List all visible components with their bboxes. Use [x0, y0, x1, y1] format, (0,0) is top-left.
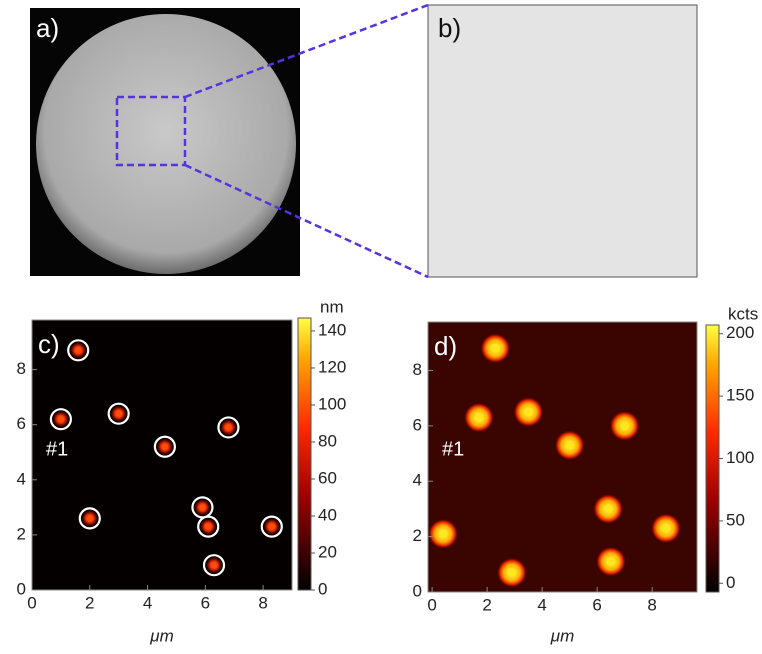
- x-tick-label: 6: [201, 593, 210, 612]
- y-tick-label: 0: [413, 581, 422, 600]
- y-tick-label: 4: [17, 469, 26, 488]
- y-tick-label: 2: [413, 526, 422, 545]
- x-tick-label: 4: [143, 593, 152, 612]
- particle-core: [524, 408, 533, 417]
- x-tick-label: 2: [85, 593, 94, 612]
- particle-core: [76, 348, 81, 353]
- y-tick-label: 6: [413, 415, 422, 434]
- colorbar-tick-label: 50: [726, 510, 745, 529]
- colorbar-tick-label: 120: [318, 357, 346, 376]
- particle-core: [226, 425, 231, 430]
- x-tick-label: 4: [537, 595, 546, 614]
- particle-core: [206, 524, 211, 529]
- colorbar: [298, 318, 311, 590]
- y-tick-label: 4: [413, 471, 422, 490]
- colorbar-tick-label: 80: [318, 431, 337, 450]
- sample-disc: [36, 14, 296, 274]
- x-tick-label: 8: [258, 593, 267, 612]
- colorbar-unit: nm: [320, 297, 344, 316]
- particle-core: [269, 524, 274, 529]
- y-tick-label: 6: [17, 414, 26, 433]
- annotation: #1: [46, 438, 68, 460]
- particle-core: [116, 411, 121, 416]
- colorbar-tick-label: 20: [318, 542, 337, 561]
- particle-core: [565, 441, 574, 450]
- panel-label: a): [36, 13, 59, 43]
- particle-core: [211, 563, 216, 568]
- panel-label: c): [38, 329, 60, 359]
- colorbar-tick-label: 100: [318, 394, 346, 413]
- particle-core: [507, 568, 516, 577]
- panel-label: d): [434, 331, 457, 361]
- colorbar-tick-label: 40: [318, 505, 337, 524]
- colorbar-tick-label: 60: [318, 468, 337, 487]
- colorbar-tick-label: 140: [318, 320, 346, 339]
- particle-core: [87, 516, 92, 521]
- x-tick-label: 6: [592, 595, 601, 614]
- particle-core: [439, 529, 448, 538]
- particle-core: [58, 416, 63, 421]
- particle-core: [606, 557, 615, 566]
- particle-core: [162, 444, 167, 449]
- particle-core: [604, 504, 613, 513]
- x-tick-label: 0: [27, 593, 36, 612]
- y-tick-label: 8: [17, 359, 26, 378]
- x-tick-label: 0: [427, 595, 436, 614]
- particle-core: [491, 344, 500, 353]
- colorbar-tick-label: 0: [318, 579, 327, 598]
- panel-label: b): [438, 13, 461, 43]
- colorbar-tick-label: 0: [726, 573, 735, 592]
- image-b: [428, 5, 697, 277]
- y-tick-label: 8: [413, 360, 422, 379]
- colorbar-tick-label: 150: [726, 386, 754, 405]
- colorbar: [706, 325, 719, 592]
- x-tick-label: 8: [647, 595, 656, 614]
- particle-core: [620, 421, 629, 430]
- y-tick-label: 0: [17, 579, 26, 598]
- x-tick-label: 2: [482, 595, 491, 614]
- x-axis-label: μm: [149, 626, 173, 645]
- annotation: #1: [442, 438, 464, 460]
- colorbar-tick-label: 200: [726, 323, 754, 342]
- particle-core: [474, 413, 483, 422]
- colorbar-unit: kcts: [728, 304, 758, 323]
- particle-core: [200, 505, 205, 510]
- figure: a) b) c)#10246802468μm020406080100120140…: [0, 0, 762, 654]
- colorbar-tick-label: 100: [726, 448, 754, 467]
- particle-core: [661, 524, 670, 533]
- x-axis-label: μm: [550, 626, 574, 645]
- y-tick-label: 2: [17, 524, 26, 543]
